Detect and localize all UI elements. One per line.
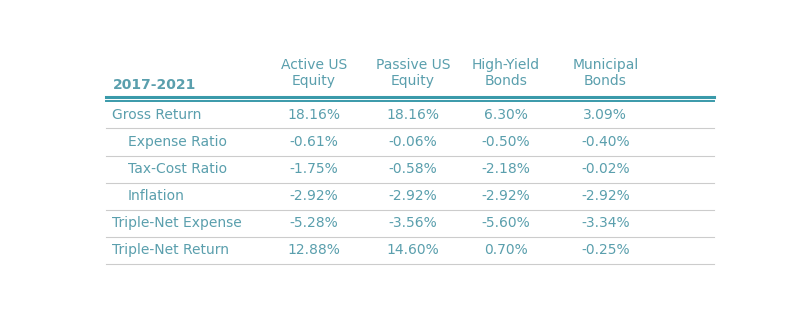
Text: Triple-Net Return: Triple-Net Return	[112, 244, 230, 258]
Text: Triple-Net Expense: Triple-Net Expense	[112, 216, 242, 230]
Text: -0.58%: -0.58%	[389, 162, 438, 176]
Text: -0.50%: -0.50%	[482, 135, 530, 149]
Text: -2.92%: -2.92%	[389, 189, 438, 203]
Text: 6.30%: 6.30%	[484, 108, 528, 122]
Text: 2017-2021: 2017-2021	[112, 78, 196, 92]
Text: Inflation: Inflation	[128, 189, 185, 203]
Text: -3.34%: -3.34%	[581, 216, 630, 230]
Text: -0.40%: -0.40%	[581, 135, 630, 149]
Text: Expense Ratio: Expense Ratio	[128, 135, 227, 149]
Text: 14.60%: 14.60%	[386, 244, 439, 258]
Text: -3.56%: -3.56%	[389, 216, 438, 230]
Text: -2.18%: -2.18%	[482, 162, 530, 176]
Text: Active US
Equity: Active US Equity	[281, 58, 347, 88]
Text: -5.28%: -5.28%	[290, 216, 338, 230]
Text: Municipal
Bonds: Municipal Bonds	[572, 58, 638, 88]
Text: -0.25%: -0.25%	[581, 244, 630, 258]
Text: 12.88%: 12.88%	[287, 244, 340, 258]
Text: -0.61%: -0.61%	[290, 135, 338, 149]
Text: 18.16%: 18.16%	[386, 108, 440, 122]
Text: High-Yield
Bonds: High-Yield Bonds	[472, 58, 540, 88]
Text: Passive US
Equity: Passive US Equity	[376, 58, 450, 88]
Text: -2.92%: -2.92%	[581, 189, 630, 203]
Text: Gross Return: Gross Return	[112, 108, 202, 122]
Text: 0.70%: 0.70%	[484, 244, 528, 258]
Text: -0.02%: -0.02%	[581, 162, 630, 176]
Text: -5.60%: -5.60%	[482, 216, 530, 230]
Text: -2.92%: -2.92%	[290, 189, 338, 203]
Text: 18.16%: 18.16%	[287, 108, 341, 122]
Text: -2.92%: -2.92%	[482, 189, 530, 203]
Text: -0.06%: -0.06%	[389, 135, 438, 149]
Text: Tax-Cost Ratio: Tax-Cost Ratio	[128, 162, 227, 176]
Text: -1.75%: -1.75%	[290, 162, 338, 176]
Text: 3.09%: 3.09%	[583, 108, 627, 122]
